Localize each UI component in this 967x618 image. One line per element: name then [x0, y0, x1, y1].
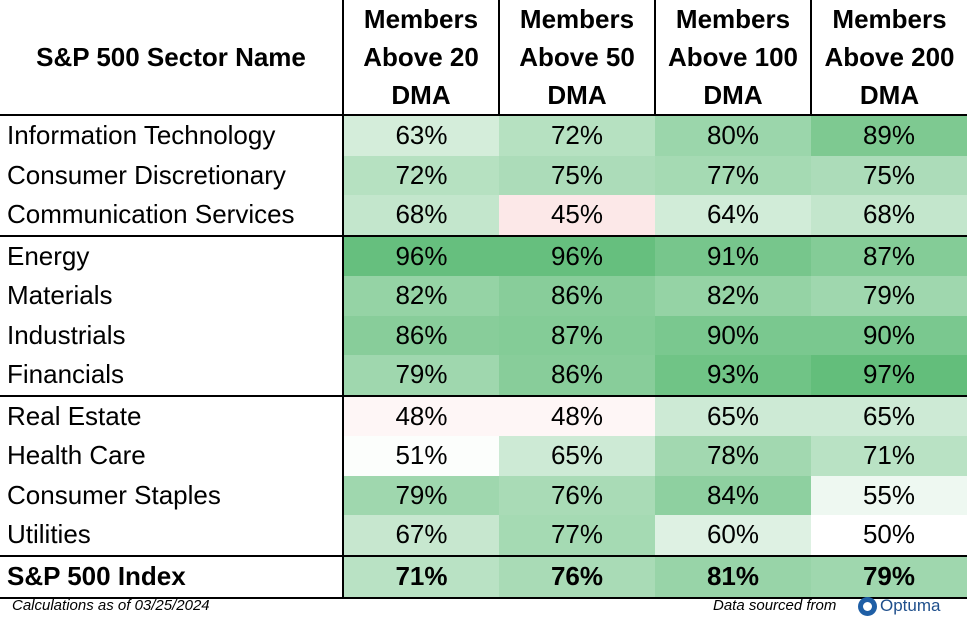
value-cell-members-above-100-dma: 90% — [655, 315, 811, 355]
table-row-industrials: Industrials 86% 87% 90% 90% — [0, 315, 967, 355]
breadth-table: S&P 500 Sector Name Members Above 20 DMA M… — [0, 0, 967, 599]
column-header-members-above-20-dma: Members Above 20 DMA — [342, 0, 499, 115]
value-cell-members-above-50-dma: 87% — [499, 315, 655, 355]
value-cell-members-above-200-dma: 55% — [811, 475, 967, 515]
calculation-date-note: Calculations as of 03/25/2024 — [12, 597, 210, 614]
value-cell-members-above-200-dma: 65% — [811, 395, 967, 436]
value-cell-members-above-200-dma: 50% — [811, 515, 967, 557]
table-row-financials: Financials 79% 86% 93% 97% — [0, 355, 967, 397]
table-row-real-estate: Real Estate 48% 48% 65% 65% — [0, 395, 967, 436]
value-cell-members-above-100-dma: 80% — [655, 115, 811, 156]
value-cell-members-above-50-dma: 77% — [499, 515, 655, 557]
value-cell-members-above-20-dma: 71% — [342, 555, 499, 599]
sector-name-cell: S&P 500 Index — [0, 555, 343, 599]
value-cell-members-above-200-dma: 87% — [811, 235, 967, 276]
value-cell-members-above-20-dma: 96% — [342, 235, 499, 276]
value-cell-members-above-20-dma: 67% — [342, 515, 499, 557]
value-cell-members-above-200-dma: 89% — [811, 115, 967, 156]
optuma-logo-text: Optuma — [880, 596, 941, 615]
value-cell-members-above-50-dma: 96% — [499, 235, 655, 276]
table-row-health-care: Health Care 51% 65% 78% 71% — [0, 436, 967, 476]
value-cell-members-above-20-dma: 79% — [342, 355, 499, 397]
table-row-consumer-staples: Consumer Staples 79% 76% 84% 55% — [0, 475, 967, 515]
sector-name-cell: Materials — [7, 280, 113, 311]
value-cell-members-above-100-dma: 78% — [655, 436, 811, 476]
column-header-members-above-200-dma: Members Above 200 DMA — [810, 0, 967, 115]
value-cell-members-above-20-dma: 68% — [342, 195, 499, 237]
value-cell-members-above-50-dma: 86% — [499, 276, 655, 316]
value-cell-members-above-20-dma: 86% — [342, 315, 499, 355]
value-cell-members-above-100-dma: 91% — [655, 235, 811, 276]
value-cell-members-above-100-dma: 84% — [655, 475, 811, 515]
value-cell-members-above-200-dma: 75% — [811, 155, 967, 195]
value-cell-members-above-200-dma: 79% — [811, 276, 967, 316]
value-cell-members-above-20-dma: 48% — [342, 395, 499, 436]
table-row-communication-services: Communication Services 68% 45% 64% 68% — [0, 195, 967, 237]
sector-breadth-table: S&P 500 Sector Name Members Above 20 DMA M… — [0, 0, 967, 599]
table-row-information-technology: Information Technology 63% 72% 80% 89% — [0, 115, 967, 156]
sector-name-cell: Consumer Staples — [7, 479, 221, 510]
table-row-utilities: Utilities 67% 77% 60% 50% — [0, 515, 967, 557]
value-cell-members-above-100-dma: 64% — [655, 195, 811, 237]
value-cell-members-above-50-dma: 48% — [499, 395, 655, 436]
value-cell-members-above-20-dma: 79% — [342, 475, 499, 515]
header-row: S&P 500 Sector Name Members Above 20 DMA M… — [0, 0, 967, 115]
value-cell-members-above-200-dma: 90% — [811, 315, 967, 355]
value-cell-members-above-100-dma: 81% — [655, 555, 811, 599]
optuma-logo: Optuma — [858, 594, 940, 618]
value-cell-members-above-200-dma: 97% — [811, 355, 967, 397]
sector-name-cell: Consumer Discretionary — [7, 159, 286, 190]
value-cell-members-above-200-dma: 79% — [811, 555, 967, 599]
value-cell-members-above-20-dma: 51% — [342, 436, 499, 476]
value-cell-members-above-50-dma: 75% — [499, 155, 655, 195]
table-row-consumer-discretionary: Consumer Discretionary 72% 75% 77% 75% — [0, 155, 967, 195]
value-cell-members-above-200-dma: 68% — [811, 195, 967, 237]
sector-name-cell: Utilities — [0, 515, 343, 557]
value-cell-members-above-50-dma: 65% — [499, 436, 655, 476]
sector-name-cell: Financials — [0, 355, 343, 397]
sector-name-cell: Communication Services — [0, 195, 343, 237]
value-cell-members-above-50-dma: 86% — [499, 355, 655, 397]
table-row-materials: Materials 82% 86% 82% 79% — [0, 276, 967, 316]
value-cell-members-above-20-dma: 72% — [342, 155, 499, 195]
value-cell-members-above-100-dma: 93% — [655, 355, 811, 397]
column-header-members-above-100-dma: Members Above 100 DMA — [654, 0, 811, 115]
value-cell-members-above-50-dma: 76% — [499, 555, 655, 599]
value-cell-members-above-100-dma: 65% — [655, 395, 811, 436]
value-cell-members-above-20-dma: 63% — [342, 115, 499, 156]
value-cell-members-above-100-dma: 60% — [655, 515, 811, 557]
value-cell-members-above-20-dma: 82% — [342, 276, 499, 316]
optuma-logo-icon — [858, 596, 877, 616]
table-row-energy: Energy 96% 96% 91% 87% — [0, 235, 967, 276]
value-cell-members-above-100-dma: 82% — [655, 276, 811, 316]
data-source-label: Data sourced from — [713, 597, 837, 614]
sector-name-header: S&P 500 Sector Name — [36, 42, 306, 72]
sector-name-cell: Information Technology — [7, 120, 276, 151]
table-row-sandp-500-index: S&P 500 Index 71% 76% 81% 79% — [0, 555, 967, 599]
sector-name-cell: Real Estate — [7, 400, 142, 431]
value-cell-members-above-100-dma: 77% — [655, 155, 811, 195]
sector-name-cell: Health Care — [7, 440, 146, 471]
value-cell-members-above-50-dma: 72% — [499, 115, 655, 156]
value-cell-members-above-200-dma: 71% — [811, 436, 967, 476]
column-header-members-above-50-dma: Members Above 50 DMA — [498, 0, 655, 115]
value-cell-members-above-50-dma: 76% — [499, 475, 655, 515]
sector-name-cell: Energy — [7, 240, 90, 271]
value-cell-members-above-50-dma: 45% — [499, 195, 655, 237]
sector-name-cell: Industrials — [7, 319, 126, 350]
